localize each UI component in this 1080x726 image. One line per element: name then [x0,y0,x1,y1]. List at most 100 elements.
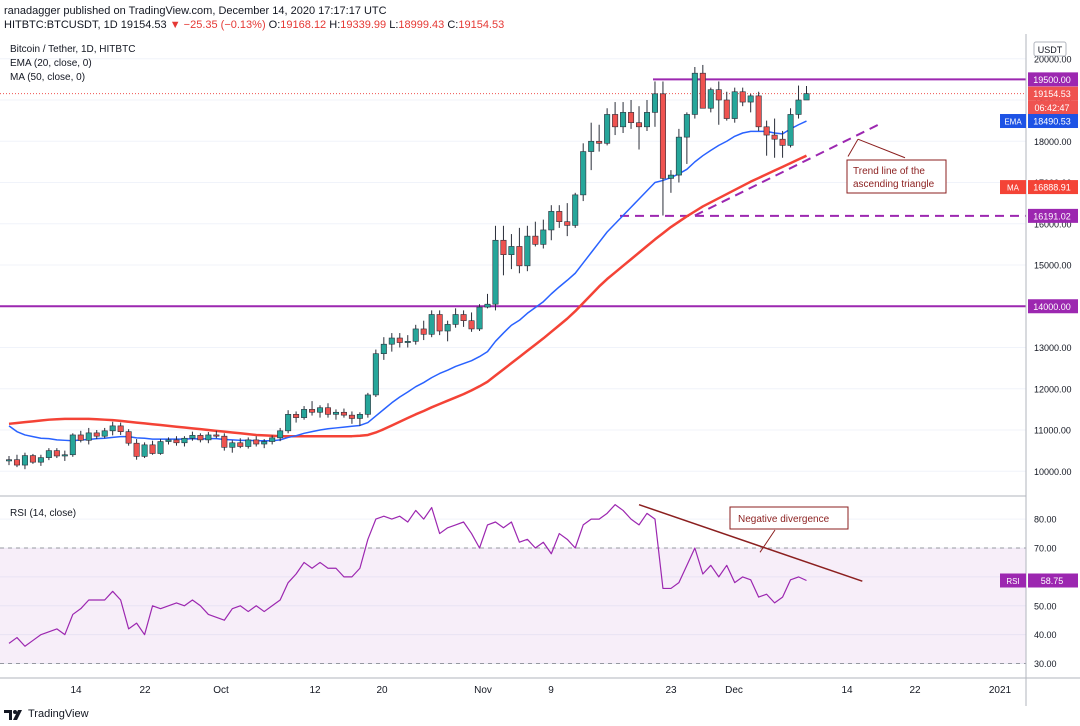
candle [747,93,754,113]
candle [133,439,140,460]
candle-body [117,425,124,432]
candle-body [221,435,228,448]
callout-box [846,159,947,194]
time-axis[interactable]: 14 22 Oct 12 20 Nov 9 23 Dec 14 22 2021 [70,685,1011,696]
candle-body [787,114,794,146]
candles [6,64,810,470]
candle [484,293,491,309]
price-tags: 19500.00 19154.53 06:42:47 18490.53 16888.91… [1000,72,1078,588]
rsi-tick-label: 80.00 [1034,515,1057,525]
candle-body [396,337,403,343]
candle-body [420,328,427,335]
callout-text: Negative divergence [738,514,830,525]
candle [221,433,228,451]
candle-body [269,437,276,442]
candle [572,192,579,228]
candle-body [803,93,810,101]
legend-title: Bitcoin / Tether, 1D, HITBTC [10,44,135,55]
candle-body [524,235,531,267]
candle-body [739,91,746,103]
candle [803,85,810,101]
candle-body [723,99,730,119]
candle [213,430,220,439]
candle [691,67,698,119]
symbol-label: HITBTC:BTCUSDT, 1D [4,19,118,31]
candle-body [157,441,164,454]
candle [269,435,276,445]
candle [596,124,603,152]
rsi-band [0,548,1026,664]
rsi-tick-label: 40.00 [1034,630,1057,640]
callout-leader [759,529,776,553]
time-tick-label: 20 [376,685,388,696]
candle [117,422,124,435]
candle-body [229,442,236,448]
candle [181,436,188,447]
candle-body [53,450,60,457]
level-tag: 14000.00 [1033,302,1071,312]
candle [628,100,635,129]
candle [13,454,20,468]
candle-body [492,239,499,305]
currency-label: USDT [1038,45,1063,55]
currency-box[interactable]: USDT [1033,41,1067,57]
candle-body [795,99,802,115]
candle-body [213,434,220,437]
time-tick-label: Oct [213,685,229,696]
grid [0,58,1026,665]
rsi-value-tag-bg [1028,573,1078,588]
high-value: 19339.99 [340,19,387,31]
candle [452,308,459,328]
chart-area[interactable]: Trend line of the ascending triangle Negat… [0,34,1080,706]
rsi-tick-label: 30.00 [1034,659,1057,669]
candle [508,234,515,270]
candle [69,433,76,457]
candle [500,225,507,276]
price-change: −25.35 (−0.13%) [183,19,266,31]
candle-body [372,353,379,396]
candle-body [516,246,523,267]
candle-body [181,437,188,444]
candle [540,219,547,249]
candle [779,130,786,158]
candle [468,312,475,332]
ascending-trend-line [694,123,879,217]
candle [245,437,252,449]
candle-body [588,140,595,152]
candle [29,453,36,464]
candle-body [460,314,467,321]
candle-body [667,174,674,179]
callout-leader [847,138,859,157]
candle-body [6,459,13,462]
time-tick-label: 23 [665,685,677,696]
candle-body [380,343,387,354]
candle-body [45,450,52,458]
candle-body [444,324,451,332]
candle-body [21,455,28,466]
candle-body [197,435,204,441]
candle [476,304,483,331]
candle-body [548,211,555,231]
last-price: 19154.53 [120,19,167,31]
candle [332,409,339,420]
candle [731,87,738,123]
candle-body [731,91,738,119]
open-label: O: [268,19,281,31]
time-tick-label: 22 [909,685,921,696]
candle [285,410,292,434]
rsi-tag-prefix-bg [1000,573,1026,588]
candle [604,108,611,146]
level-tag-bg [1028,208,1078,223]
candle [763,120,770,156]
callout-box [729,506,849,530]
candle-body [149,444,156,454]
ma-tag-bg [1028,180,1078,195]
price-tick-label: 13000.00 [1034,343,1072,353]
candle-body [205,434,212,441]
legend-ema: EMA (20, close, 0) [10,58,92,69]
candle [141,442,148,459]
legend-rsi: RSI (14, close) [10,508,76,519]
candle-body [69,434,76,456]
candle [795,85,802,119]
candle-body [699,72,706,109]
